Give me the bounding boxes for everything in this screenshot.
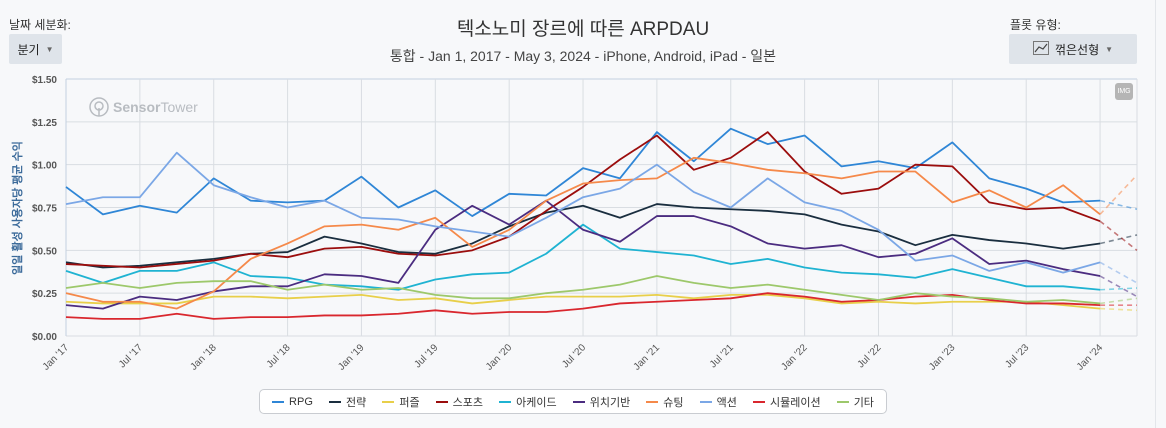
legend-label: 액션 [716, 396, 737, 409]
plot-type-label: 플롯 유형: [1010, 18, 1061, 32]
legend-item[interactable]: 위치기반 [572, 394, 631, 410]
granularity-dropdown[interactable]: 분기 ▼ [9, 34, 62, 64]
legend-label: 전략 [345, 396, 367, 409]
y-tick-label: $0.25 [32, 289, 57, 300]
series-line-아케이드 [65, 223, 1101, 291]
legend-label: 스포츠 [452, 396, 484, 409]
x-tick-label: Jan '19 [336, 342, 367, 373]
series-line-퍼즐 [65, 293, 1101, 310]
legend-swatch [836, 400, 849, 403]
y-axis-title: 일일 활성 사용자당 평균 수익 [12, 141, 24, 275]
x-tick-label: Jan '18 [188, 342, 219, 373]
x-tick-label: Jan '20 [484, 342, 515, 373]
legend-swatch [328, 400, 341, 403]
legend-item[interactable]: 퍼즐 [382, 394, 420, 410]
series-partial-segment-슈팅 [1099, 174, 1138, 215]
legend-item[interactable]: 기타 [836, 394, 874, 410]
legend-item[interactable]: 액션 [699, 394, 737, 410]
series-partial-segment-전략 [1099, 234, 1138, 245]
legend: RPG 전략 퍼즐 스포츠 아케이드 위치기반 슈팅 액션 시뮬레이션 기타 [259, 389, 887, 414]
legend-item[interactable]: 전략 [328, 394, 367, 410]
legend-label: RPG [289, 395, 313, 408]
legend-swatch [699, 400, 712, 403]
legend-item[interactable]: 시뮬레이션 [752, 394, 821, 410]
series-partial-segment-액션 [1099, 261, 1138, 284]
y-tick-label: $0.00 [32, 332, 57, 343]
legend-label: 아케이드 [516, 396, 557, 409]
x-tick-label: Jan '17 [41, 342, 72, 373]
legend-swatch [382, 400, 395, 403]
y-tick-label: $0.50 [32, 246, 57, 257]
x-tick-label: Jul '18 [265, 342, 293, 370]
x-tick-label: Jan '22 [779, 342, 810, 373]
x-tick-label: Jan '24 [1075, 342, 1106, 373]
legend-swatch [752, 400, 765, 403]
plot-type-dropdown[interactable]: 꺾은선형 ▼ [1009, 34, 1137, 64]
series-partial-segment-기타 [1099, 297, 1138, 305]
legend-item[interactable]: RPG [272, 396, 313, 408]
legend-item[interactable]: 아케이드 [499, 394, 557, 410]
legend-swatch [499, 400, 512, 403]
legend-swatch [435, 400, 448, 403]
x-tick-label: Jul '21 [708, 342, 736, 370]
x-tick-label: Jan '21 [632, 342, 663, 373]
series-line-기타 [65, 275, 1101, 305]
legend-item[interactable]: 슈팅 [646, 394, 684, 410]
legend-label: 슈팅 [663, 396, 684, 409]
plot-type-value: 꺾은선형 [1054, 42, 1100, 57]
x-tick-label: Jul '17 [117, 342, 145, 370]
y-tick-label: $1.50 [32, 75, 57, 86]
granularity-value: 분기 [17, 42, 40, 57]
series-partial-segment-퍼즐 [1100, 307, 1138, 312]
y-tick-label: $1.25 [32, 118, 57, 129]
x-tick-label: Jul '20 [560, 342, 588, 370]
granularity-label: 날짜 세분화: [9, 18, 71, 32]
series-line-슈팅 [65, 156, 1101, 310]
chart-title: 텍소노미 장르에 따른 ARPDAU [456, 19, 710, 40]
line-chart-icon [1032, 40, 1049, 58]
y-tick-label: $1.00 [32, 161, 57, 172]
series-partial-segment-아케이드 [1100, 287, 1138, 291]
panel-divider [1155, 0, 1156, 428]
series-partial-segment-위치기반 [1099, 275, 1138, 298]
y-tick-label: $0.75 [32, 204, 57, 215]
x-tick-label: Jul '23 [1003, 342, 1031, 370]
series-line-시뮬레이션 [65, 292, 1101, 320]
series-line-스포츠 [65, 131, 1101, 269]
legend-label: 퍼즐 [399, 396, 420, 409]
legend-label: 기타 [853, 396, 874, 409]
sensortower-watermark: SensorTower [89, 97, 198, 117]
chevron-down-icon: ▼ [45, 44, 54, 54]
x-tick-label: Jan '23 [927, 342, 958, 373]
series-partial-segment-RPG [1099, 199, 1138, 210]
series-partial-segment-스포츠 [1099, 220, 1138, 251]
export-image-button[interactable]: IMG [1115, 83, 1133, 100]
legend-label: 시뮬레이션 [769, 396, 821, 409]
series-line-액션 [65, 151, 1101, 274]
legend-swatch [646, 400, 659, 403]
chevron-down-icon: ▼ [1105, 44, 1114, 54]
chart-subtitle: 통합 - Jan 1, 2017 - May 3, 2024 - iPhone,… [389, 48, 777, 64]
legend-label: 위치기반 [589, 396, 631, 409]
legend-swatch [272, 400, 285, 403]
sensortower-logo-icon [89, 97, 109, 117]
legend-item[interactable]: 스포츠 [435, 394, 484, 410]
x-tick-label: Jul '19 [412, 342, 440, 370]
x-tick-label: Jul '22 [856, 342, 884, 370]
legend-swatch [572, 400, 585, 403]
series-line-위치기반 [65, 199, 1101, 310]
